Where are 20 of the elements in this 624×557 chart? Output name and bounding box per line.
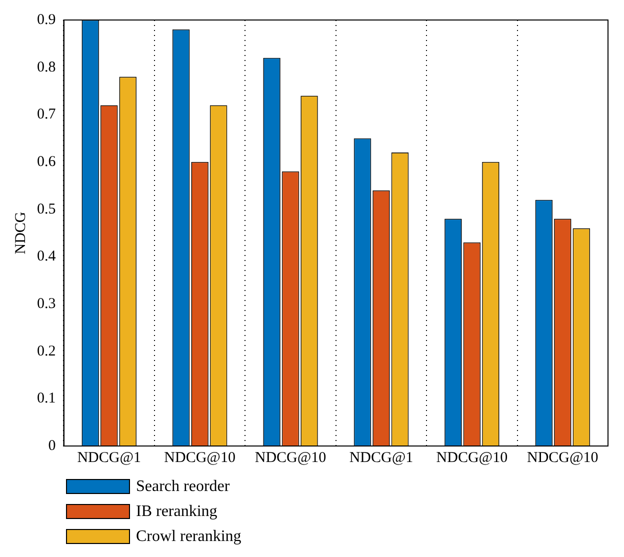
legend-label: IB reranking bbox=[136, 502, 218, 520]
y-tick-label: 0.3 bbox=[37, 296, 56, 312]
x-tick-label: NDCG@10 bbox=[164, 450, 236, 466]
legend-label: Crowl reranking bbox=[136, 528, 242, 546]
y-tick-label: 0.4 bbox=[37, 248, 56, 265]
y-tick-label: 0.2 bbox=[37, 343, 56, 360]
x-tick-label: NDCG@1 bbox=[349, 450, 414, 466]
y-tick-label: 0.1 bbox=[37, 390, 56, 407]
y-tick-label: 0 bbox=[48, 438, 56, 454]
y-tick-label: 0.7 bbox=[37, 106, 56, 123]
y-axis-title: NDCG bbox=[12, 212, 29, 254]
y-tick-label: 0.5 bbox=[37, 201, 56, 218]
y-tick-label: 0.6 bbox=[37, 154, 56, 170]
x-tick-label: NDCG@10 bbox=[436, 450, 508, 466]
y-tick-label: 0.9 bbox=[37, 12, 56, 28]
legend-label: Search reorder bbox=[136, 478, 230, 496]
y-tick-label: 0.8 bbox=[37, 59, 56, 76]
x-tick-label: NDCG@10 bbox=[526, 450, 598, 466]
x-tick-label: NDCG@1 bbox=[77, 450, 142, 466]
x-tick-label: NDCG@10 bbox=[254, 450, 326, 466]
